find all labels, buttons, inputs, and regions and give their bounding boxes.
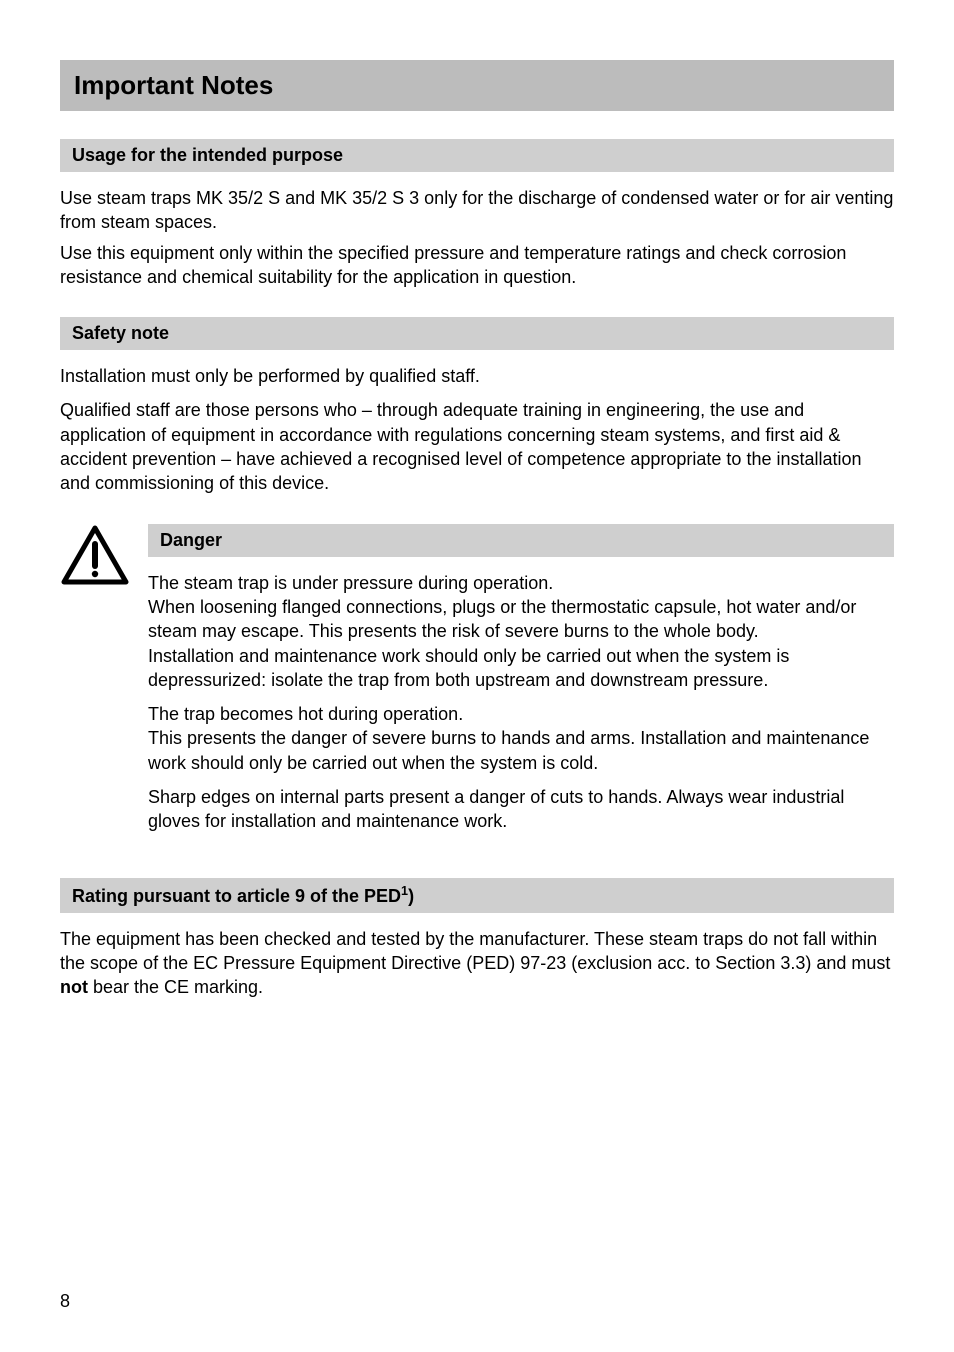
heading-text: Safety note — [72, 323, 882, 344]
rating-heading-sup: 1 — [401, 884, 408, 898]
rating-body: The equipment has been checked and teste… — [60, 927, 894, 1000]
rating-para-1-bold: not — [60, 977, 88, 997]
section-heading-rating: Rating pursuant to article 9 of the PED1… — [60, 878, 894, 913]
heading-text: Danger — [160, 530, 882, 551]
danger-para-3: Installation and maintenance work should… — [148, 646, 789, 690]
danger-para-6: Sharp edges on internal parts present a … — [148, 787, 844, 831]
document-page: Important Notes Usage for the intended p… — [0, 0, 954, 1352]
section-heading-usage: Usage for the intended purpose — [60, 139, 894, 172]
danger-para-4: The trap becomes hot during operation. — [148, 704, 463, 724]
danger-para-5: This presents the danger of severe burns… — [148, 728, 869, 772]
usage-para-1: Use steam traps MK 35/2 S and MK 35/2 S … — [60, 186, 894, 235]
section-heading-safety: Safety note — [60, 317, 894, 350]
page-title: Important Notes — [74, 70, 880, 101]
heading-text: Usage for the intended purpose — [72, 145, 882, 166]
danger-block-3: Sharp edges on internal parts present a … — [148, 785, 894, 834]
safety-para-2: Qualified staff are those persons who – … — [60, 398, 894, 495]
danger-section: Danger The steam trap is under pressure … — [60, 524, 894, 862]
danger-para-1: The steam trap is under pressure during … — [148, 573, 553, 593]
safety-para-1: Installation must only be performed by q… — [60, 364, 894, 388]
usage-body: Use steam traps MK 35/2 S and MK 35/2 S … — [60, 186, 894, 289]
rating-heading-pre: Rating pursuant to article 9 of the PED — [72, 886, 401, 906]
page-title-bar: Important Notes — [60, 60, 894, 111]
rating-heading-post: ) — [408, 886, 414, 906]
safety-body: Installation must only be performed by q… — [60, 364, 894, 495]
danger-block-2: The trap becomes hot during operation. T… — [148, 702, 894, 775]
danger-content: Danger The steam trap is under pressure … — [148, 524, 894, 862]
rating-para-1-pre: The equipment has been checked and teste… — [60, 929, 890, 973]
danger-block-1: The steam trap is under pressure during … — [148, 571, 894, 692]
usage-para-2: Use this equipment only within the speci… — [60, 241, 894, 290]
rating-para-1-post: bear the CE marking. — [88, 977, 263, 997]
page-number: 8 — [60, 1291, 70, 1312]
warning-triangle-icon — [60, 524, 130, 591]
danger-para-2: When loosening flanged connections, plug… — [148, 597, 856, 641]
section-heading-danger: Danger — [148, 524, 894, 557]
danger-body: The steam trap is under pressure during … — [148, 571, 894, 834]
rating-para-1: The equipment has been checked and teste… — [60, 927, 894, 1000]
heading-text: Rating pursuant to article 9 of the PED1… — [72, 884, 882, 907]
